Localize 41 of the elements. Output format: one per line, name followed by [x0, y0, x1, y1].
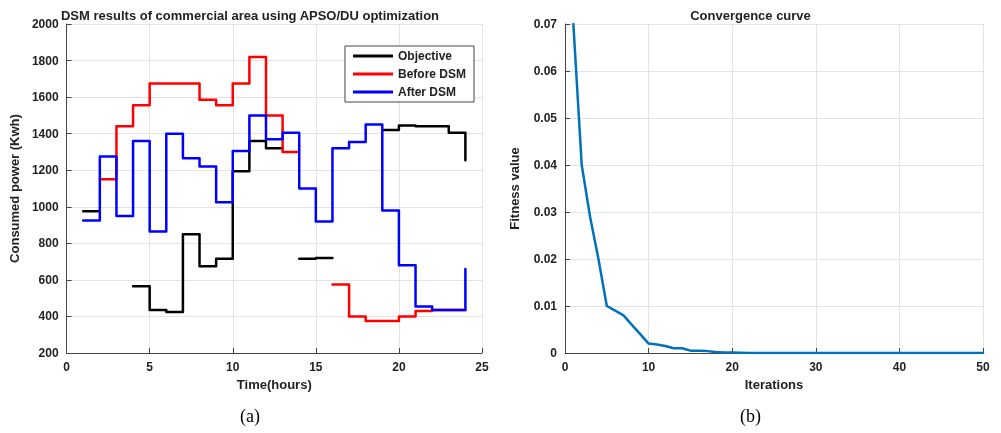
- y-tick-label: 1600: [31, 90, 59, 105]
- y-tick-label: 0: [550, 346, 558, 360]
- x-tick-label: 0: [63, 360, 71, 374]
- x-tick-label: 50: [976, 360, 990, 374]
- y-tick-label: 600: [38, 272, 59, 287]
- y-tick-label: 0.03: [533, 205, 558, 219]
- x-tick-label: 10: [226, 360, 240, 374]
- x-axis-title: Iterations: [744, 376, 804, 392]
- y-tick-label: 0.04: [533, 158, 558, 172]
- x-tick-label: 20: [392, 360, 406, 374]
- x-tick-label: 40: [892, 360, 907, 374]
- legend-label: After DSM: [397, 85, 457, 99]
- y-axis-title: Consumed power (Kwh): [7, 114, 22, 263]
- legend-label: Objective: [397, 49, 453, 63]
- y-tick-label: 2000: [31, 17, 59, 31]
- y-tick-label: 1000: [31, 199, 59, 214]
- y-axis-title: Fitness value: [507, 147, 522, 230]
- y-tick-label: 1800: [31, 53, 59, 68]
- chart-title: Convergence curve: [690, 8, 811, 23]
- text: (b): [740, 406, 762, 427]
- x-axis-title: Time(hours): [236, 376, 312, 392]
- x-tick-label: 15: [309, 360, 323, 374]
- x-tick-label: 10: [641, 360, 656, 374]
- legend-label: Before DSM: [397, 67, 467, 81]
- y-tick-label: 1400: [31, 126, 59, 141]
- y-tick-label: 0.01: [533, 299, 558, 313]
- text: (a): [240, 406, 260, 427]
- y-tick-label: 400: [38, 309, 59, 324]
- y-tick-label: 0.06: [533, 64, 558, 78]
- x-tick-label: 5: [146, 360, 154, 374]
- chart-title: DSM results of commercial area using APSO/DU optimization: [60, 8, 440, 23]
- x-tick-label: 25: [475, 360, 489, 374]
- x-tick-label: 30: [809, 360, 823, 374]
- x-tick-label: 20: [725, 360, 740, 374]
- x-tick-label: 0: [561, 360, 569, 374]
- y-tick-label: 0.05: [533, 111, 558, 125]
- y-tick-label: 200: [38, 346, 59, 360]
- y-tick-label: 1200: [31, 163, 59, 178]
- y-tick-label: 0.07: [533, 17, 558, 31]
- y-tick-label: 800: [38, 236, 59, 251]
- y-tick-label: 0.02: [533, 252, 558, 266]
